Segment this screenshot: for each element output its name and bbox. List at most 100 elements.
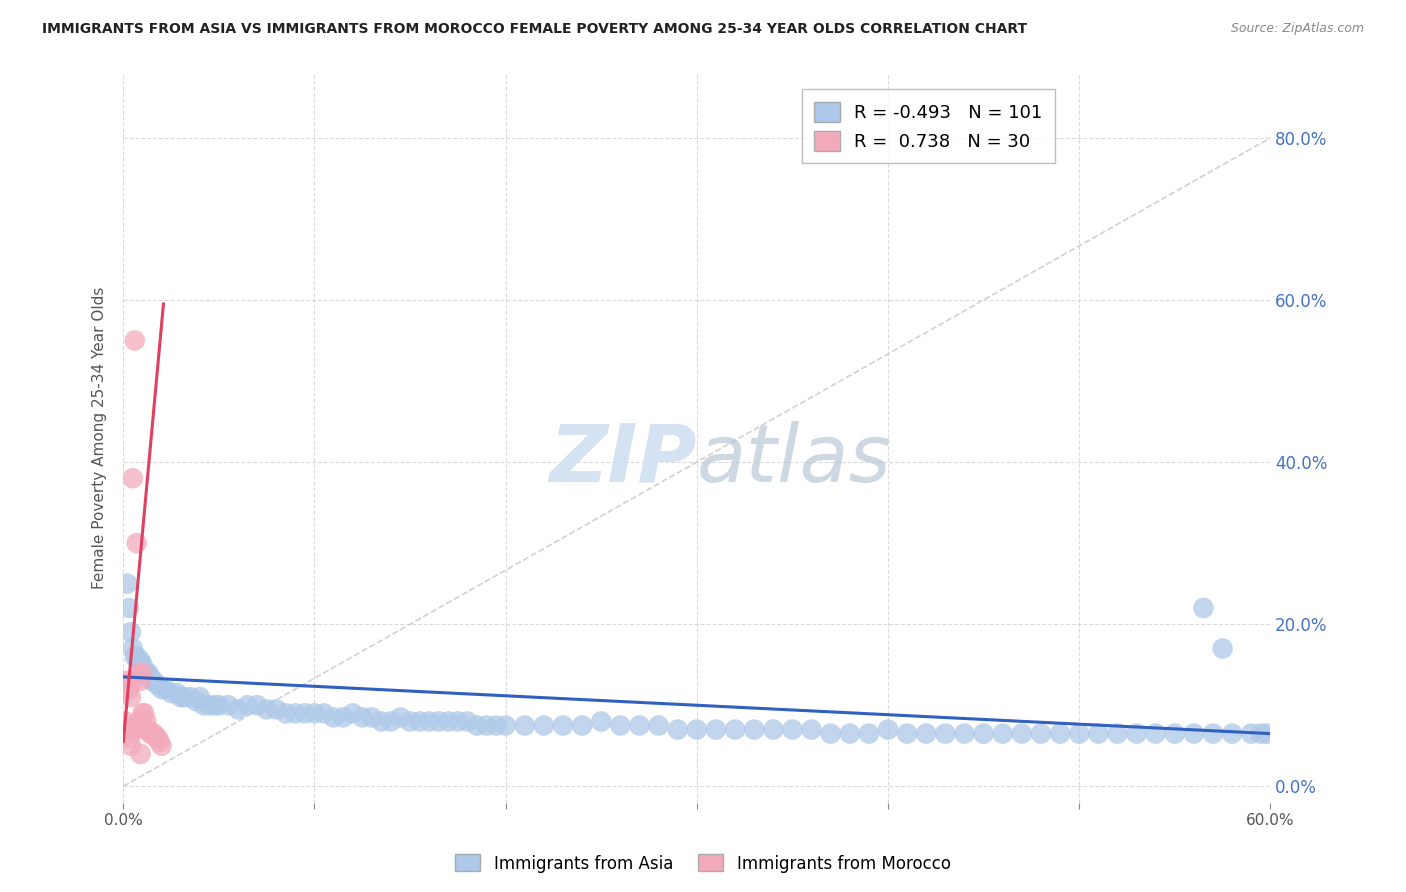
Point (145, 731, 167, 745)
Point (125, 536, 148, 550)
Point (1144, 726, 1167, 740)
Point (135, 665, 157, 680)
Point (193, 698, 215, 713)
Point (1250, 726, 1272, 740)
Point (915, 726, 938, 740)
Point (141, 673, 163, 688)
Point (129, 673, 152, 688)
Point (155, 681, 177, 696)
Point (142, 673, 165, 688)
Point (352, 710, 374, 724)
Point (1069, 726, 1091, 740)
Point (513, 718, 536, 732)
Point (226, 702, 249, 716)
Point (115, 576, 138, 591)
Point (1256, 726, 1278, 740)
Point (146, 731, 169, 745)
Point (166, 686, 188, 700)
Point (312, 706, 335, 721)
Point (1011, 726, 1033, 740)
Point (114, 681, 136, 696)
Point (973, 726, 995, 740)
Point (114, 714, 136, 729)
Point (204, 698, 226, 713)
Point (160, 686, 183, 700)
Point (742, 723, 765, 737)
Point (1087, 726, 1109, 740)
Point (129, 654, 152, 668)
Point (128, 665, 150, 680)
Point (591, 714, 613, 729)
Point (953, 726, 976, 740)
Point (115, 723, 138, 737)
Point (149, 735, 172, 749)
Point (131, 665, 153, 680)
Point (136, 723, 159, 737)
Point (274, 706, 297, 721)
Point (208, 698, 231, 713)
Point (437, 714, 460, 729)
Point (1125, 726, 1147, 740)
Point (934, 726, 956, 740)
Point (1212, 641, 1234, 656)
Point (198, 698, 221, 713)
Point (724, 723, 747, 737)
Point (256, 702, 278, 716)
Point (173, 690, 195, 705)
Point (456, 714, 478, 729)
Point (647, 718, 669, 732)
Point (820, 726, 842, 740)
Point (322, 710, 344, 724)
Point (370, 714, 392, 729)
Point (120, 625, 142, 640)
Point (360, 710, 382, 724)
Point (475, 718, 498, 732)
Point (236, 698, 259, 713)
Point (858, 726, 880, 740)
Point (294, 706, 316, 721)
Point (131, 706, 153, 721)
Point (124, 649, 146, 664)
Point (800, 723, 823, 737)
Point (121, 641, 143, 656)
Legend: R = -0.493   N = 101, R =  0.738   N = 30: R = -0.493 N = 101, R = 0.738 N = 30 (801, 89, 1054, 163)
Point (128, 714, 150, 729)
Point (1192, 601, 1215, 615)
Point (1220, 726, 1243, 740)
Point (284, 706, 307, 721)
Point (896, 726, 918, 740)
Point (418, 714, 440, 729)
Point (217, 698, 239, 713)
Point (571, 718, 593, 732)
Point (139, 726, 162, 740)
Point (131, 657, 153, 672)
Point (120, 739, 142, 753)
Point (150, 739, 173, 753)
Point (141, 726, 163, 740)
Point (124, 723, 146, 737)
Point (135, 714, 157, 729)
Point (628, 718, 651, 732)
Point (1202, 726, 1225, 740)
Point (686, 723, 709, 737)
Point (129, 747, 152, 761)
Point (495, 718, 517, 732)
Point (342, 706, 364, 721)
Y-axis label: Female Poverty Among 25-34 Year Olds: Female Poverty Among 25-34 Year Olds (93, 286, 107, 589)
Point (991, 726, 1014, 740)
Point (1182, 726, 1205, 740)
Text: IMMIGRANTS FROM ASIA VS IMMIGRANTS FROM MOROCCO FEMALE POVERTY AMONG 25-34 YEAR : IMMIGRANTS FROM ASIA VS IMMIGRANTS FROM … (42, 22, 1028, 37)
Point (762, 723, 785, 737)
Point (485, 718, 508, 732)
Legend: Immigrants from Asia, Immigrants from Morocco: Immigrants from Asia, Immigrants from Mo… (449, 847, 957, 880)
Text: ZIP: ZIP (550, 421, 697, 499)
Point (184, 694, 207, 708)
Point (128, 654, 150, 668)
Point (408, 714, 430, 729)
Point (399, 714, 422, 729)
Text: Source: ZipAtlas.com: Source: ZipAtlas.com (1230, 22, 1364, 36)
Point (118, 731, 141, 745)
Point (666, 723, 689, 737)
Point (179, 690, 201, 705)
Point (380, 714, 402, 729)
